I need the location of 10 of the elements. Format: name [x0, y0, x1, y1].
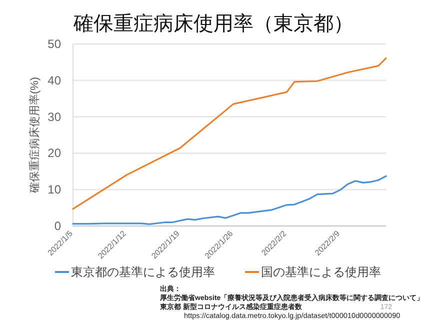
y-tick-label: 40	[48, 73, 62, 88]
y-axis-title: 確保重症病床使用率(%)	[28, 76, 41, 194]
y-tick-label: 20	[48, 146, 62, 160]
y-tick-label: 0	[54, 219, 62, 233]
legend-label: 国の基準による使用率	[261, 265, 381, 279]
y-tick-label: 30	[48, 110, 62, 124]
legend-label: 東京都の基準による使用率	[71, 265, 215, 279]
y-tick-label: 10	[48, 182, 62, 197]
chart-title: 確保重症病床使用率（東京都）	[72, 13, 354, 35]
y-tick-label: 50	[48, 37, 62, 51]
